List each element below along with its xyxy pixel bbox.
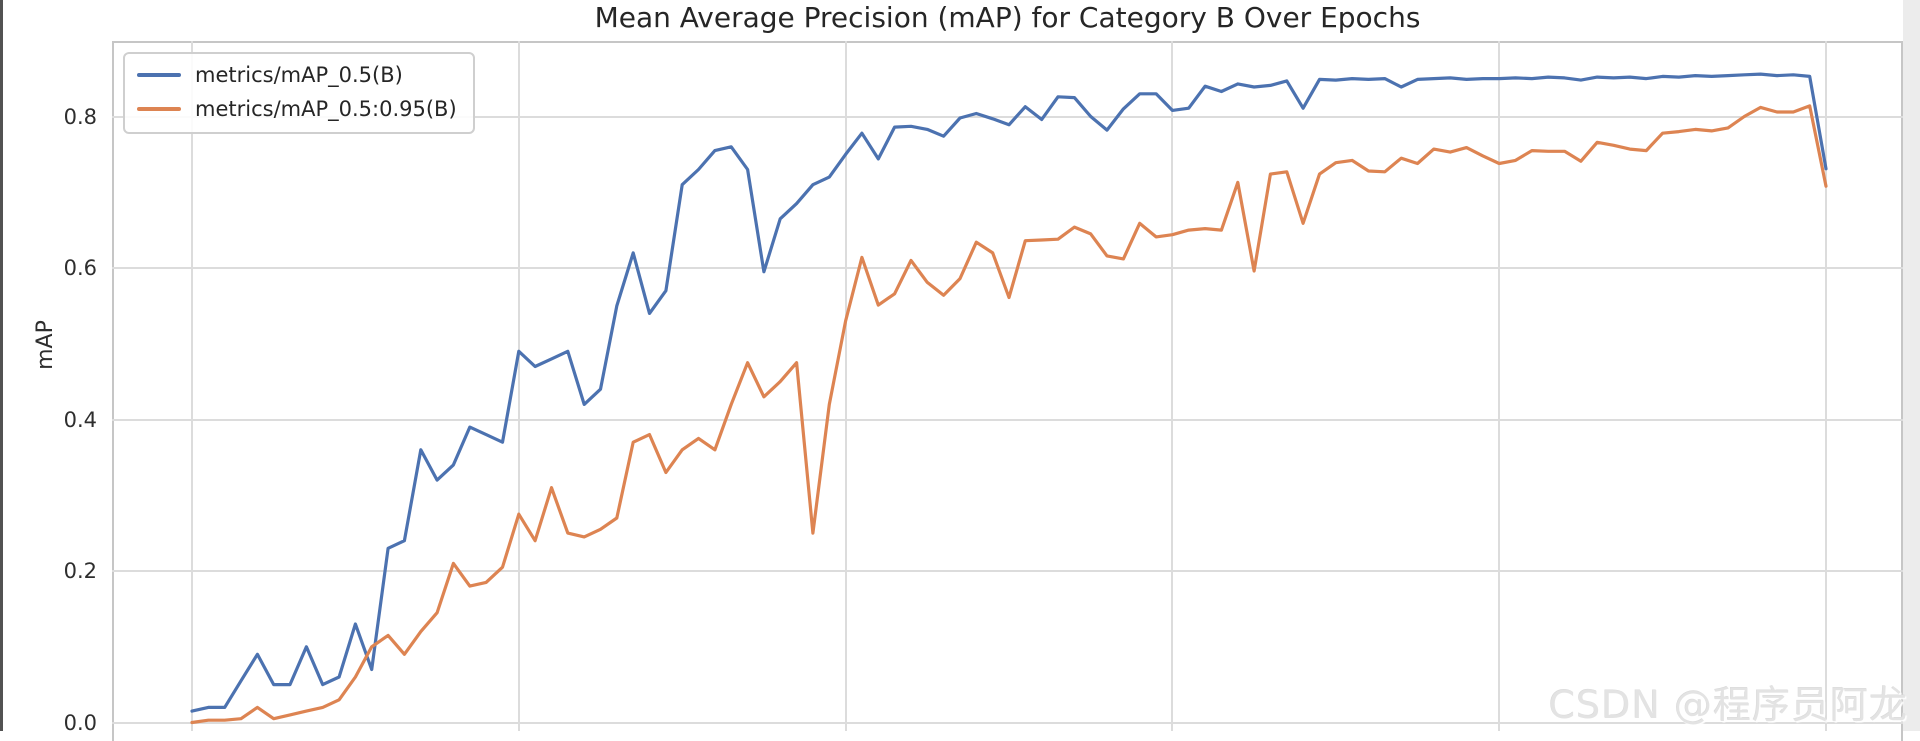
y-gridline bbox=[112, 267, 1903, 269]
y-tick-label: 0.8 bbox=[63, 104, 97, 129]
axes-frame bbox=[112, 41, 1903, 741]
x-gridline bbox=[517, 41, 520, 731]
csdn-watermark: CSDN @程序员阿龙 bbox=[1548, 683, 1908, 727]
legend-label-map5095: metrics/mAP_0.5:0.95(B) bbox=[195, 97, 457, 121]
y-axis-label: mAP bbox=[33, 320, 58, 370]
x-gridline bbox=[191, 41, 193, 731]
y-tick-label: 0.2 bbox=[63, 559, 97, 583]
window-left-edge bbox=[0, 0, 3, 731]
x-gridline bbox=[1171, 41, 1174, 731]
chart-title: Mean Average Precision (mAP) for Categor… bbox=[594, 1, 1421, 34]
legend-swatch-map5095 bbox=[137, 107, 181, 111]
legend-item-map5095: metrics/mAP_0.5:0.95(B) bbox=[137, 92, 457, 126]
legend-label-map50: metrics/mAP_0.5(B) bbox=[195, 63, 403, 87]
y-tick-label: 0.0 bbox=[63, 710, 97, 735]
y-tick-label: 0.6 bbox=[63, 256, 97, 280]
y-gridline bbox=[112, 418, 1903, 421]
page-right-margin bbox=[1903, 0, 1920, 731]
x-gridline bbox=[1498, 41, 1501, 731]
y-gridline bbox=[112, 570, 1903, 572]
x-gridline bbox=[1825, 41, 1827, 731]
legend-item-map50: metrics/mAP_0.5(B) bbox=[137, 58, 457, 92]
legend: metrics/mAP_0.5(B) metrics/mAP_0.5:0.95(… bbox=[123, 52, 475, 134]
legend-swatch-map50 bbox=[137, 73, 181, 77]
x-gridline bbox=[844, 41, 847, 731]
y-tick-label: 0.4 bbox=[63, 407, 97, 432]
